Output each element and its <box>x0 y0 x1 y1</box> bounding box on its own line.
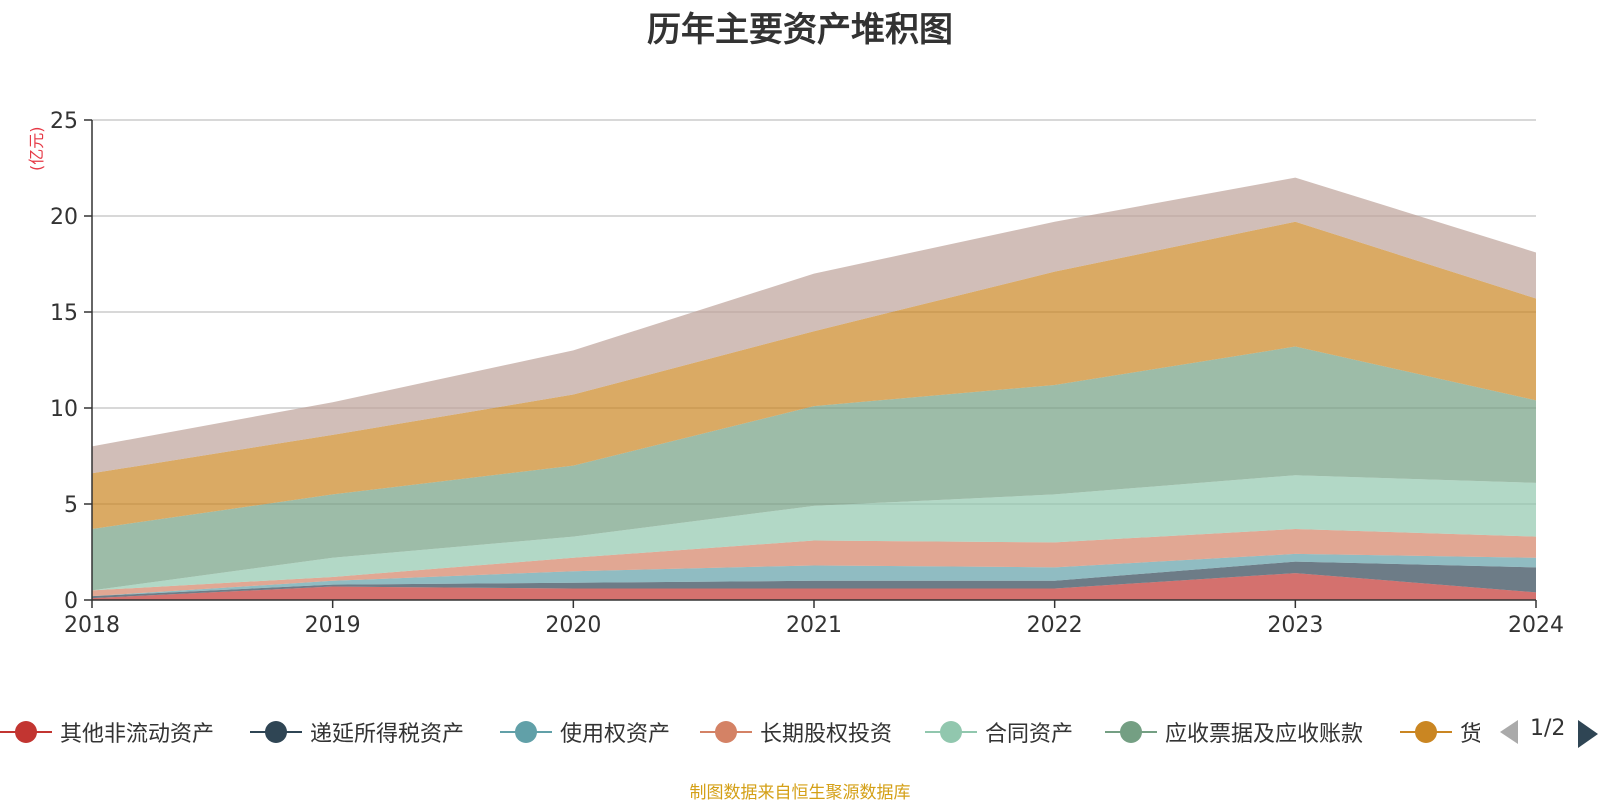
x-tick-label: 2023 <box>1267 613 1323 638</box>
legend-item[interactable]: 应收票据及应收账款 <box>1105 712 1363 752</box>
legend-item[interactable]: 长期股权投资 <box>700 712 892 752</box>
x-tick-label: 2022 <box>1027 613 1083 638</box>
legend-next-page-button[interactable] <box>1578 720 1598 748</box>
area-series-应收票据及应收账款[interactable] <box>92 346 1536 591</box>
x-tick-label: 2018 <box>64 613 120 638</box>
legend-label: 货 <box>1460 722 1480 747</box>
y-tick-label: 15 <box>50 301 78 326</box>
x-tick-label: 2024 <box>1508 613 1564 638</box>
legend-label: 应收票据及应收账款 <box>1165 722 1364 747</box>
y-tick-label: 10 <box>50 397 78 422</box>
legend-label: 长期股权投资 <box>760 722 893 747</box>
x-tick-label: 2021 <box>786 613 842 638</box>
y-tick-label: 5 <box>64 493 78 518</box>
legend-item[interactable]: 其他非流动资产 <box>0 712 214 752</box>
area-series-合同资产[interactable] <box>92 475 1536 591</box>
chart-plot-area: 0 5 10 15 20 25 2018 2019 2020 2021 2022 2023 2024 <box>50 109 1564 638</box>
x-tick-label: 2019 <box>305 613 361 638</box>
area-series-长期股权投资[interactable] <box>92 528 1536 597</box>
legend-label: 合同资产 <box>985 722 1074 747</box>
legend-marker-icon <box>1400 712 1452 752</box>
legend-marker-icon <box>925 712 977 752</box>
area-series-其他非流动资产[interactable] <box>92 573 1536 600</box>
legend-marker-icon <box>250 712 302 752</box>
legend-label: 其他非流动资产 <box>60 722 215 747</box>
legend: 其他非流动资产 递延所得税资产 使用权资产 长期股权投资 合同资产 应收票据及应收账款货 … <box>0 712 1600 752</box>
stacked-areas <box>92 177 1536 600</box>
area-series-货币资金[interactable] <box>92 221 1536 529</box>
y-tick-label: 25 <box>50 109 78 134</box>
legend-item[interactable]: 合同资产 <box>925 712 1073 752</box>
axes: 0 5 10 15 20 25 2018 2019 2020 2021 2022 2023 2024 <box>50 109 1564 638</box>
x-tick-label: 2020 <box>545 613 601 638</box>
legend-prev-page-button[interactable] <box>1500 720 1518 744</box>
legend-marker-icon <box>1105 712 1157 752</box>
area-series-使用权资产[interactable] <box>92 553 1536 597</box>
legend-item[interactable]: 货 <box>1400 712 1480 752</box>
legend-marker-icon <box>0 712 52 752</box>
area-series-其他[interactable] <box>92 177 1536 474</box>
legend-marker-icon <box>700 712 752 752</box>
legend-marker-icon <box>500 712 552 752</box>
legend-item[interactable]: 递延所得税资产 <box>250 712 464 752</box>
legend-item[interactable]: 使用权资产 <box>500 712 670 752</box>
y-tick-label: 0 <box>64 589 78 614</box>
area-series-递延所得税资产[interactable] <box>92 561 1536 599</box>
chart-title: 历年主要资产堆积图 <box>647 10 953 50</box>
legend-page-indicator: 1/2 <box>1530 716 1566 741</box>
y-tick-label: 20 <box>50 205 78 230</box>
legend-label: 使用权资产 <box>560 722 671 747</box>
data-source-note: 制图数据来自恒生聚源数据库 <box>689 783 911 803</box>
legend-label: 递延所得税资产 <box>310 722 465 747</box>
legend-items: 其他非流动资产 递延所得税资产 使用权资产 长期股权投资 合同资产 应收票据及应收账款 货 <box>0 712 1480 752</box>
